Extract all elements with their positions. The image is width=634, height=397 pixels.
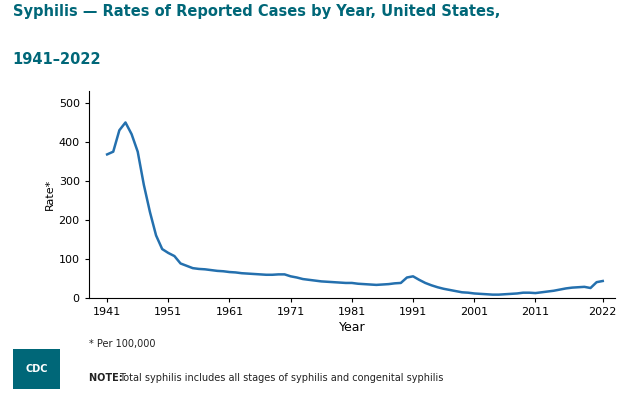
Text: Syphilis — Rates of Reported Cases by Year, United States,: Syphilis — Rates of Reported Cases by Ye… (13, 4, 500, 19)
Text: Total syphilis includes all stages of syphilis and congenital syphilis: Total syphilis includes all stages of sy… (119, 373, 444, 383)
Text: * Per 100,000: * Per 100,000 (89, 339, 155, 349)
Text: CDC: CDC (25, 364, 48, 374)
Y-axis label: Rate*: Rate* (44, 179, 55, 210)
Text: NOTE:: NOTE: (89, 373, 126, 383)
X-axis label: Year: Year (339, 321, 365, 334)
Text: 1941–2022: 1941–2022 (13, 52, 101, 67)
